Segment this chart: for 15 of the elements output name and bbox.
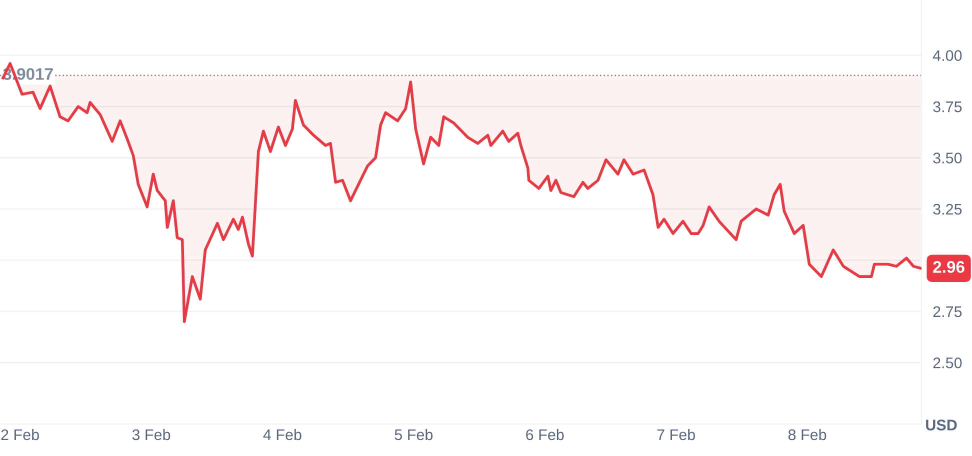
x-tick-label: 6 Feb: [526, 428, 564, 440]
y-tick-label: 2.75: [933, 306, 962, 318]
annotation: 2.96: [933, 261, 964, 273]
y-tick-label: 4.00: [932, 50, 962, 61]
x-tick-label: 7 Feb: [657, 428, 695, 440]
x-tick-label: 5 Feb: [394, 428, 433, 440]
y-tick-label: 3.75: [933, 101, 962, 112]
y-axis-title: USD: [926, 420, 957, 430]
y-tick-label: 2.50: [933, 357, 962, 368]
x-tick-label: 3 Feb: [132, 428, 170, 440]
x-tick-label: 2 Feb: [1, 428, 39, 440]
y-tick-label: 3.50: [933, 152, 962, 164]
y-tick-label: 3.25: [933, 204, 962, 215]
x-tick-label: 4 Feb: [263, 428, 302, 440]
x-tick-label: 8 Feb: [788, 428, 826, 440]
